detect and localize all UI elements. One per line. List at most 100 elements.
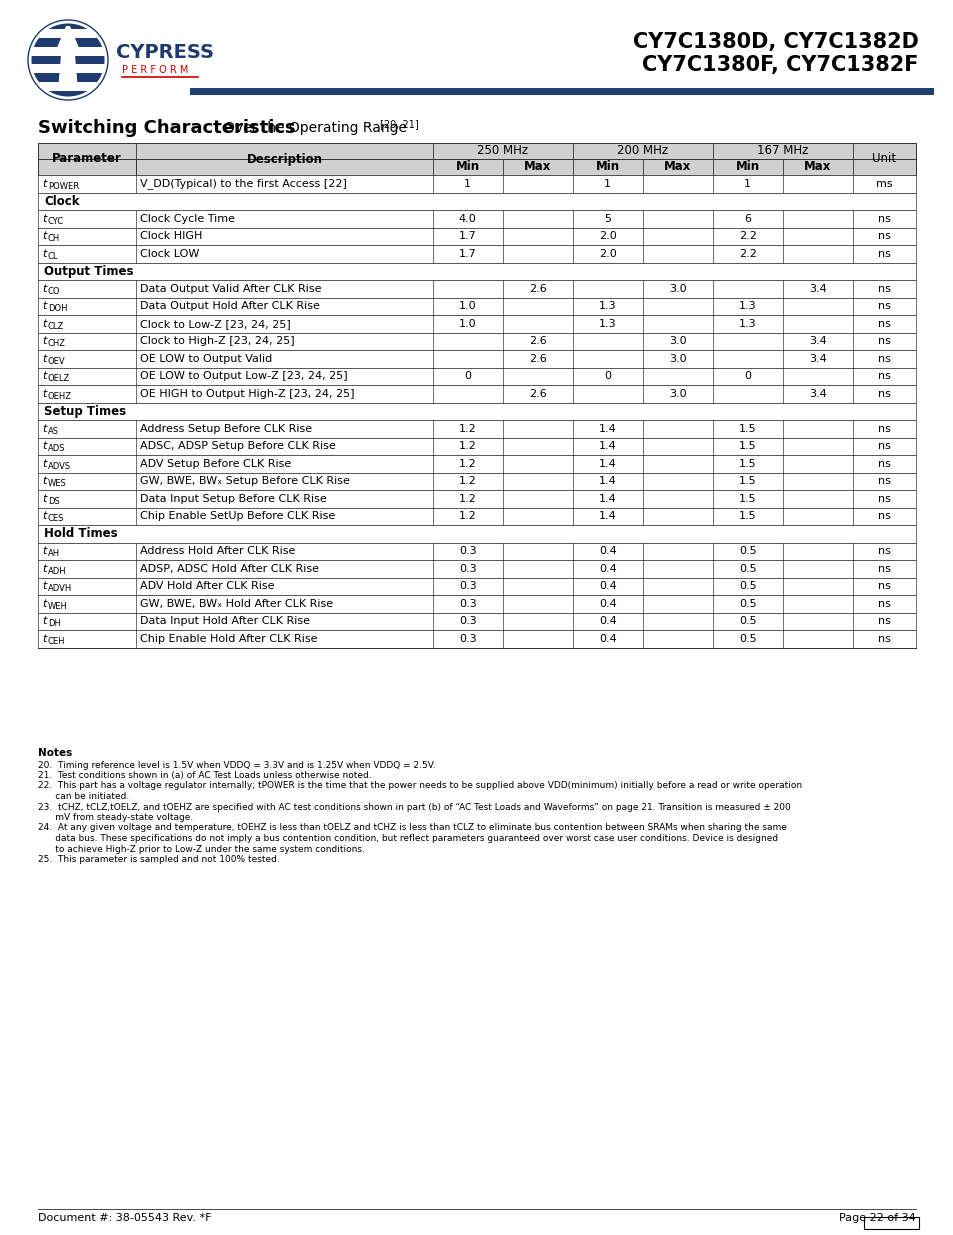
Text: 2.6: 2.6 [528,389,546,399]
Text: OE HIGH to Output High-Z [23, 24, 25]: OE HIGH to Output High-Z [23, 24, 25] [140,389,355,399]
Bar [38,193,915,210]
Text: Clock: Clock [44,195,79,207]
Text: 0.4: 0.4 [598,563,616,574]
Text: 0.5: 0.5 [739,634,756,643]
Text: ns: ns [877,389,890,399]
Text: 3.0: 3.0 [668,353,686,364]
Text: ns: ns [877,424,890,433]
Text: 0.3: 0.3 [458,616,476,626]
Text: 1.5: 1.5 [739,477,756,487]
Text: 2.2: 2.2 [738,248,756,259]
Text: Min: Min [735,161,759,173]
Text: ADVS: ADVS [48,462,71,471]
Bar [38,454,915,473]
Text: Clock LOW: Clock LOW [140,248,199,259]
Text: 0.4: 0.4 [598,634,616,643]
Text: 0.5: 0.5 [739,546,756,556]
Text: 1.2: 1.2 [458,494,476,504]
Text: ns: ns [877,214,890,224]
Text: AS: AS [48,427,59,436]
Text: t: t [42,231,47,241]
Text: 0: 0 [743,372,751,382]
Text: Data Output Hold After CLK Rise: Data Output Hold After CLK Rise [140,301,320,311]
Text: 5: 5 [603,214,611,224]
Text: ns: ns [877,441,890,451]
Text: t: t [42,179,47,189]
Text: GW, BWE, BWₓ Setup Before CLK Rise: GW, BWE, BWₓ Setup Before CLK Rise [140,477,350,487]
Text: 1.5: 1.5 [739,441,756,451]
Text: Max: Max [523,161,551,173]
Bar [38,490,915,508]
Text: Clock HIGH: Clock HIGH [140,231,202,241]
Text: t: t [42,372,47,382]
Text: ns: ns [877,458,890,469]
Text: ns: ns [877,563,890,574]
Text: DH: DH [48,619,61,629]
Text: 0.5: 0.5 [739,582,756,592]
Text: ADV Hold After CLK Rise: ADV Hold After CLK Rise [140,582,274,592]
Text: ns: ns [877,494,890,504]
Text: CLZ: CLZ [48,322,64,331]
Text: ADH: ADH [48,567,67,576]
Text: 3.0: 3.0 [668,336,686,346]
Text: ns: ns [877,319,890,329]
Text: t: t [42,458,47,469]
Text: 21.  Test conditions shown in (a) of AC Test Loads unless otherwise noted.: 21. Test conditions shown in (a) of AC T… [38,771,372,781]
Text: Data Output Valid After CLK Rise: Data Output Valid After CLK Rise [140,284,321,294]
Bar [38,332,915,350]
Text: CYPRESS: CYPRESS [116,42,213,62]
Bar [38,350,915,368]
Text: 1.5: 1.5 [739,511,756,521]
Bar [38,210,915,227]
Text: Page 22 of 34: Page 22 of 34 [839,1213,915,1223]
Text: Switching Characteristics: Switching Characteristics [38,119,295,137]
Text: Max: Max [663,161,691,173]
Text: data bus. These specifications do not imply a bus contention condition, but refl: data bus. These specifications do not im… [38,834,778,844]
Text: WES: WES [48,479,67,488]
Text: t: t [42,582,47,592]
Text: ADSP, ADSC Hold After CLK Rise: ADSP, ADSC Hold After CLK Rise [140,563,319,574]
Text: 0.4: 0.4 [598,546,616,556]
Text: 6: 6 [743,214,751,224]
Text: 1.7: 1.7 [458,231,476,241]
Text: 167 MHz: 167 MHz [757,144,807,158]
Circle shape [28,20,108,100]
Text: 2.0: 2.0 [598,248,616,259]
Text: 1.2: 1.2 [458,458,476,469]
Text: 25.  This parameter is sampled and not 100% tested.: 25. This parameter is sampled and not 10… [38,855,279,864]
Text: 1: 1 [743,179,751,189]
Text: 1.7: 1.7 [458,248,476,259]
Bar [38,525,915,542]
Text: OEV: OEV [48,357,66,366]
Text: 0.3: 0.3 [458,546,476,556]
Text: 1.5: 1.5 [739,494,756,504]
Text: 0.4: 0.4 [598,582,616,592]
Text: AH: AH [48,550,60,558]
Text: 2.6: 2.6 [528,353,546,364]
Text: OE LOW to Output Low-Z [23, 24, 25]: OE LOW to Output Low-Z [23, 24, 25] [140,372,348,382]
Text: 1.3: 1.3 [598,319,616,329]
Text: 23.  tCHZ, tCLZ,tOELZ, and tOEHZ are specified with AC test conditions shown in : 23. tCHZ, tCLZ,tOELZ, and tOEHZ are spec… [38,803,790,811]
Text: 0.5: 0.5 [739,563,756,574]
Text: 24.  At any given voltage and temperature, tOEHZ is less than tOELZ and tCHZ is : 24. At any given voltage and temperature… [38,824,786,832]
Text: OE LOW to Output Valid: OE LOW to Output Valid [140,353,273,364]
Text: t: t [42,301,47,311]
Text: 1: 1 [603,179,611,189]
Text: 20.  Timing reference level is 1.5V when VDDQ = 3.3V and is 1.25V when VDDQ = 2.: 20. Timing reference level is 1.5V when … [38,761,436,769]
Text: Min: Min [595,161,619,173]
Text: Data Input Setup Before CLK Rise: Data Input Setup Before CLK Rise [140,494,327,504]
Text: 2.6: 2.6 [528,284,546,294]
Text: Description: Description [246,152,322,165]
Bar [28,64,108,73]
Text: t: t [42,214,47,224]
Text: 3.4: 3.4 [808,284,826,294]
Text: 0.3: 0.3 [458,563,476,574]
Text: V_DD(Typical) to the first Access [22]: V_DD(Typical) to the first Access [22] [140,178,347,189]
Text: Min: Min [456,161,479,173]
Text: can be initiated.: can be initiated. [38,792,129,802]
Bar [38,385,915,403]
Bar [38,315,915,332]
Text: t: t [42,441,47,451]
Bar [38,403,915,420]
Text: 1.3: 1.3 [739,319,756,329]
